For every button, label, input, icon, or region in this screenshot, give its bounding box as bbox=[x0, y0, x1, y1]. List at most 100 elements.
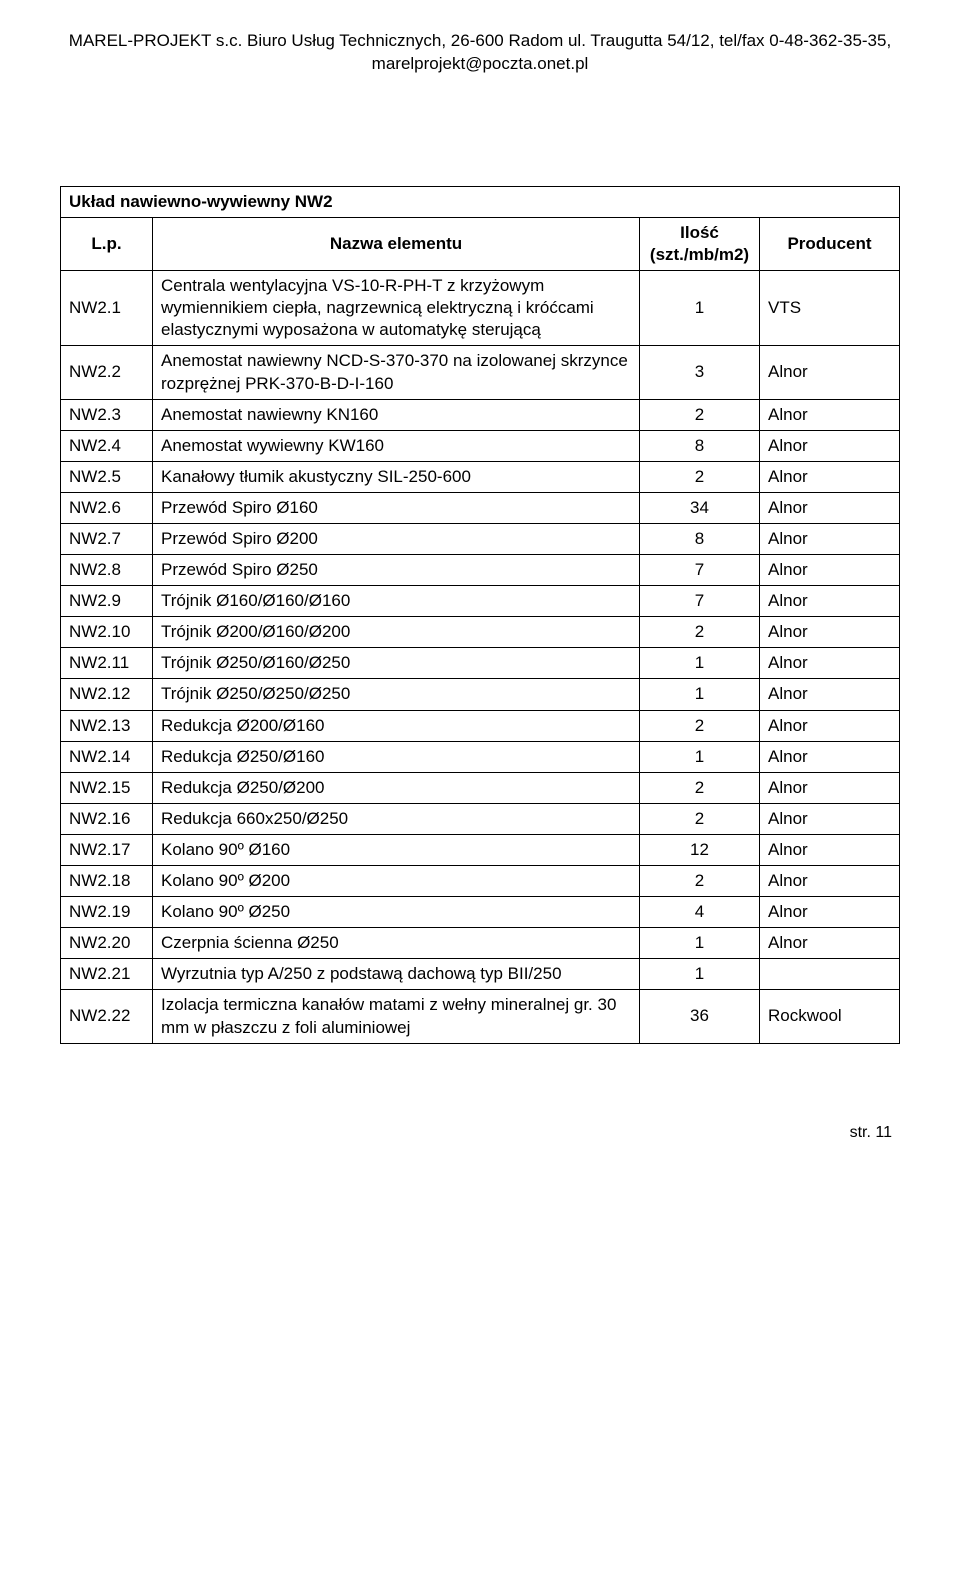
table-row: NW2.3Anemostat nawiewny KN1602Alnor bbox=[61, 399, 900, 430]
cell-producer: Alnor bbox=[760, 741, 900, 772]
table-row: NW2.7Przewód Spiro Ø2008Alnor bbox=[61, 524, 900, 555]
cell-producer: Alnor bbox=[760, 346, 900, 399]
cell-producer: Alnor bbox=[760, 492, 900, 523]
cell-name: Wyrzutnia typ A/250 z podstawą dachową t… bbox=[153, 959, 640, 990]
cell-qty: 34 bbox=[640, 492, 760, 523]
cell-name: Trójnik Ø160/Ø160/Ø160 bbox=[153, 586, 640, 617]
cell-name: Kolano 90º Ø250 bbox=[153, 897, 640, 928]
cell-producer: Alnor bbox=[760, 586, 900, 617]
table-row: NW2.13Redukcja Ø200/Ø1602Alnor bbox=[61, 710, 900, 741]
cell-lp: NW2.10 bbox=[61, 617, 153, 648]
cell-lp: NW2.9 bbox=[61, 586, 153, 617]
table-header-row: L.p. Nazwa elementu Ilość (szt./mb/m2) P… bbox=[61, 217, 900, 270]
table-row: NW2.8Przewód Spiro Ø2507Alnor bbox=[61, 555, 900, 586]
cell-lp: NW2.14 bbox=[61, 741, 153, 772]
qty-header-line2: (szt./mb/m2) bbox=[650, 245, 749, 264]
cell-name: Redukcja Ø250/Ø200 bbox=[153, 772, 640, 803]
table-row: NW2.20Czerpnia ścienna Ø2501Alnor bbox=[61, 928, 900, 959]
cell-lp: NW2.4 bbox=[61, 430, 153, 461]
cell-qty: 1 bbox=[640, 679, 760, 710]
cell-lp: NW2.13 bbox=[61, 710, 153, 741]
cell-lp: NW2.5 bbox=[61, 461, 153, 492]
cell-qty: 2 bbox=[640, 866, 760, 897]
cell-producer: Alnor bbox=[760, 524, 900, 555]
cell-lp: NW2.2 bbox=[61, 346, 153, 399]
cell-lp: NW2.3 bbox=[61, 399, 153, 430]
table-title-row: Układ nawiewno-wywiewny NW2 bbox=[61, 186, 900, 217]
cell-qty: 1 bbox=[640, 271, 760, 346]
header-line-1: MAREL-PROJEKT s.c. Biuro Usług Techniczn… bbox=[60, 30, 900, 53]
cell-qty: 36 bbox=[640, 990, 760, 1043]
cell-producer: Alnor bbox=[760, 866, 900, 897]
header-line-2: marelprojekt@poczta.onet.pl bbox=[60, 53, 900, 76]
table-row: NW2.16Redukcja 660x250/Ø2502Alnor bbox=[61, 803, 900, 834]
cell-producer: Alnor bbox=[760, 710, 900, 741]
cell-name: Kolano 90º Ø200 bbox=[153, 866, 640, 897]
cell-qty: 2 bbox=[640, 461, 760, 492]
table-row: NW2.10Trójnik Ø200/Ø160/Ø2002Alnor bbox=[61, 617, 900, 648]
cell-producer bbox=[760, 959, 900, 990]
cell-name: Przewód Spiro Ø200 bbox=[153, 524, 640, 555]
cell-producer: Alnor bbox=[760, 648, 900, 679]
cell-producer: Alnor bbox=[760, 430, 900, 461]
table-row: NW2.17Kolano 90º Ø16012Alnor bbox=[61, 834, 900, 865]
cell-name: Przewód Spiro Ø250 bbox=[153, 555, 640, 586]
cell-name: Centrala wentylacyjna VS-10-R-PH-T z krz… bbox=[153, 271, 640, 346]
cell-qty: 8 bbox=[640, 524, 760, 555]
cell-lp: NW2.6 bbox=[61, 492, 153, 523]
cell-name: Izolacja termiczna kanałów matami z wełn… bbox=[153, 990, 640, 1043]
cell-lp: NW2.7 bbox=[61, 524, 153, 555]
table-row: NW2.15Redukcja Ø250/Ø2002Alnor bbox=[61, 772, 900, 803]
cell-name: Czerpnia ścienna Ø250 bbox=[153, 928, 640, 959]
col-header-producer: Producent bbox=[760, 217, 900, 270]
qty-header-line1: Ilość bbox=[680, 223, 719, 242]
cell-lp: NW2.1 bbox=[61, 271, 153, 346]
cell-lp: NW2.11 bbox=[61, 648, 153, 679]
cell-name: Redukcja 660x250/Ø250 bbox=[153, 803, 640, 834]
cell-producer: Alnor bbox=[760, 772, 900, 803]
cell-qty: 1 bbox=[640, 741, 760, 772]
table-row: NW2.5Kanałowy tłumik akustyczny SIL-250-… bbox=[61, 461, 900, 492]
cell-name: Kolano 90º Ø160 bbox=[153, 834, 640, 865]
table-row: NW2.19Kolano 90º Ø2504Alnor bbox=[61, 897, 900, 928]
cell-qty: 3 bbox=[640, 346, 760, 399]
cell-qty: 2 bbox=[640, 710, 760, 741]
cell-qty: 7 bbox=[640, 555, 760, 586]
table-row: NW2.22Izolacja termiczna kanałów matami … bbox=[61, 990, 900, 1043]
cell-lp: NW2.8 bbox=[61, 555, 153, 586]
cell-qty: 12 bbox=[640, 834, 760, 865]
cell-name: Trójnik Ø200/Ø160/Ø200 bbox=[153, 617, 640, 648]
cell-name: Trójnik Ø250/Ø160/Ø250 bbox=[153, 648, 640, 679]
cell-producer: VTS bbox=[760, 271, 900, 346]
cell-producer: Rockwool bbox=[760, 990, 900, 1043]
table-row: NW2.18Kolano 90º Ø2002Alnor bbox=[61, 866, 900, 897]
col-header-name: Nazwa elementu bbox=[153, 217, 640, 270]
table-row: NW2.1Centrala wentylacyjna VS-10-R-PH-T … bbox=[61, 271, 900, 346]
cell-qty: 1 bbox=[640, 648, 760, 679]
cell-name: Redukcja Ø200/Ø160 bbox=[153, 710, 640, 741]
cell-qty: 2 bbox=[640, 617, 760, 648]
col-header-qty: Ilość (szt./mb/m2) bbox=[640, 217, 760, 270]
cell-qty: 2 bbox=[640, 772, 760, 803]
col-header-lp: L.p. bbox=[61, 217, 153, 270]
cell-producer: Alnor bbox=[760, 461, 900, 492]
cell-lp: NW2.20 bbox=[61, 928, 153, 959]
cell-lp: NW2.21 bbox=[61, 959, 153, 990]
cell-name: Trójnik Ø250/Ø250/Ø250 bbox=[153, 679, 640, 710]
equipment-table: Układ nawiewno-wywiewny NW2 L.p. Nazwa e… bbox=[60, 186, 900, 1044]
cell-name: Anemostat nawiewny NCD-S-370-370 na izol… bbox=[153, 346, 640, 399]
cell-producer: Alnor bbox=[760, 399, 900, 430]
cell-name: Kanałowy tłumik akustyczny SIL-250-600 bbox=[153, 461, 640, 492]
cell-name: Przewód Spiro Ø160 bbox=[153, 492, 640, 523]
cell-lp: NW2.17 bbox=[61, 834, 153, 865]
cell-qty: 7 bbox=[640, 586, 760, 617]
cell-name: Anemostat nawiewny KN160 bbox=[153, 399, 640, 430]
cell-lp: NW2.22 bbox=[61, 990, 153, 1043]
table-row: NW2.12Trójnik Ø250/Ø250/Ø2501Alnor bbox=[61, 679, 900, 710]
table-row: NW2.21Wyrzutnia typ A/250 z podstawą dac… bbox=[61, 959, 900, 990]
cell-qty: 1 bbox=[640, 928, 760, 959]
cell-lp: NW2.12 bbox=[61, 679, 153, 710]
cell-lp: NW2.19 bbox=[61, 897, 153, 928]
cell-producer: Alnor bbox=[760, 617, 900, 648]
table-row: NW2.4Anemostat wywiewny KW1608Alnor bbox=[61, 430, 900, 461]
